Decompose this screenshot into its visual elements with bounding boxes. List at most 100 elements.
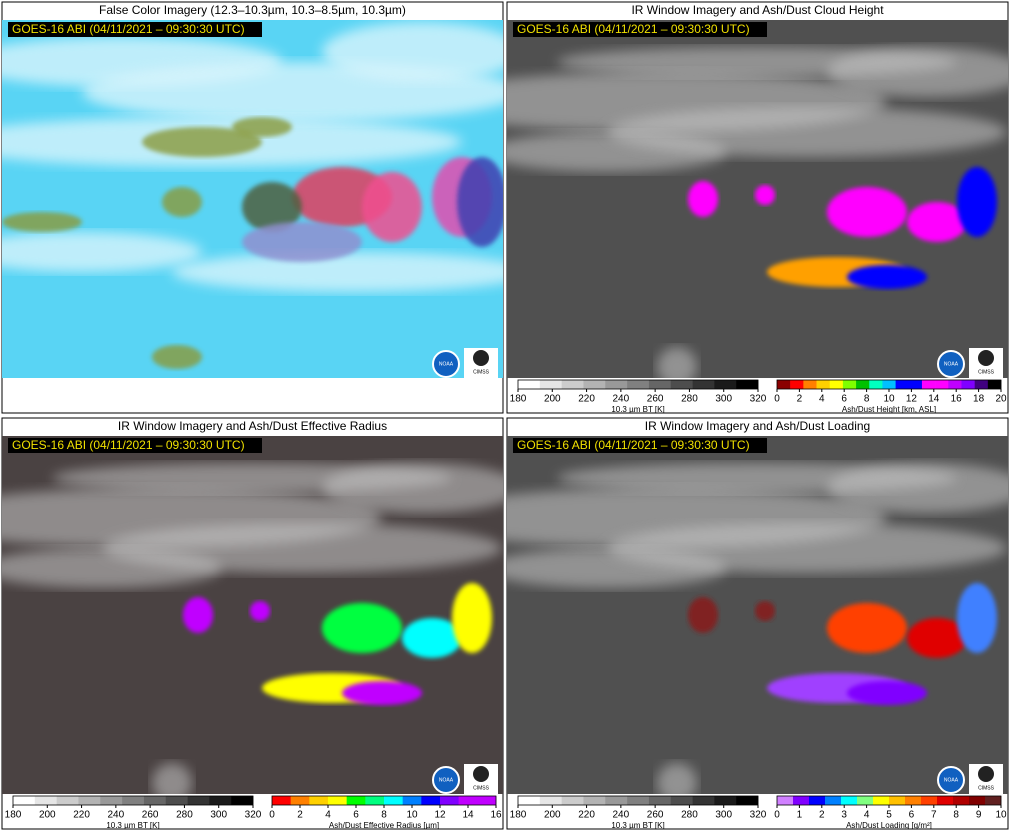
- colorbar-segment: [869, 380, 883, 389]
- cloud: [183, 597, 213, 633]
- cloud: [907, 618, 967, 658]
- colorbar-segment: [953, 796, 970, 805]
- cloud: [322, 22, 503, 82]
- colorbar-segment: [895, 380, 910, 389]
- colorbar-tick-label: 14: [462, 810, 474, 821]
- cimss-mark: [978, 350, 994, 366]
- colorbar-tick-label: 12: [434, 810, 446, 821]
- colorbar-segment: [905, 796, 922, 805]
- colorbar-tick-label: 220: [73, 810, 90, 821]
- colorbar-tick-label: 8: [953, 810, 959, 821]
- colorbar-tick-label: 260: [142, 810, 159, 821]
- cimss-mark: [978, 766, 994, 782]
- cloud: [607, 523, 1007, 573]
- colorbar-segment: [561, 380, 584, 389]
- colorbar-tick-label: 280: [176, 810, 193, 821]
- colorbar-segment: [714, 796, 737, 805]
- colorbar-segment: [272, 796, 291, 805]
- colorbar-segment: [803, 380, 817, 389]
- colorbar-tick-label: 1: [797, 810, 803, 821]
- colorbar-tick-label: 12: [906, 394, 918, 405]
- colorbar-segment: [78, 796, 101, 805]
- colorbar-tick-label: 10: [406, 810, 418, 821]
- colorbar-tick-label: 320: [245, 810, 262, 821]
- cloud: [688, 181, 718, 217]
- colorbar-segment: [209, 796, 232, 805]
- cloud: [142, 127, 262, 157]
- cloud: [152, 345, 202, 369]
- cloud: [242, 182, 302, 232]
- cloud: [342, 681, 422, 705]
- colorbar-tick-label: 300: [715, 810, 732, 821]
- colorbar-segment: [809, 796, 826, 805]
- cloud: [827, 187, 907, 237]
- colorbar-tick-label: 14: [928, 394, 940, 405]
- colorbar-tick-label: 2: [297, 810, 303, 821]
- colorbar-tick-label: 8: [864, 394, 870, 405]
- colorbar-segment: [908, 380, 923, 389]
- colorbar-tick-label: 3: [841, 810, 847, 821]
- colorbar-segment: [692, 380, 715, 389]
- colorbar-segment: [518, 380, 541, 389]
- colorbar-segment: [969, 796, 986, 805]
- colorbar-segment: [856, 380, 870, 389]
- colorbar-tick-label: 4: [819, 394, 825, 405]
- cloud: [755, 601, 775, 621]
- colorbar-segment: [627, 380, 650, 389]
- colorbar-tick-label: 5: [886, 810, 892, 821]
- cloud: [322, 603, 402, 653]
- colorbar-tick-label: 200: [39, 810, 56, 821]
- colorbar-segment: [458, 796, 478, 805]
- colorbar-segment: [56, 796, 79, 805]
- cimss-mark: [473, 766, 489, 782]
- colorbar-segment: [777, 796, 794, 805]
- colorbar-segment: [670, 380, 693, 389]
- colorbar-segment: [309, 796, 329, 805]
- noaa-logo: [937, 766, 965, 794]
- cloud: [2, 212, 82, 232]
- colorbar-tick-label: 20: [995, 394, 1007, 405]
- colorbar-segment: [816, 380, 831, 389]
- colorbar-frame: [517, 795, 759, 806]
- colorbar-segment: [714, 380, 737, 389]
- timestamp: GOES-16 ABI (04/11/2021 – 09:30:30 UTC): [12, 22, 245, 36]
- colorbar-tick-label: 10: [995, 810, 1007, 821]
- imagery: [2, 436, 503, 794]
- panel-title: IR Window Imagery and Ash/Dust Cloud Hei…: [631, 3, 884, 17]
- colorbar-segment: [648, 380, 672, 389]
- noaa-label: NOAA: [439, 361, 454, 367]
- colorbar-segment: [539, 796, 562, 805]
- cloud: [557, 463, 957, 493]
- timestamp: GOES-16 ABI (04/11/2021 – 09:30:30 UTC): [12, 438, 245, 452]
- panel-title: IR Window Imagery and Ash/Dust Loading: [645, 419, 870, 433]
- colorbar-tick-label: 2: [819, 810, 825, 821]
- cimss-label: CIMSS: [978, 369, 995, 375]
- colorbar-segment: [402, 796, 422, 805]
- timestamp-box: [513, 22, 767, 37]
- colorbar-segment: [605, 796, 628, 805]
- cloud: [102, 523, 502, 573]
- colorbar-tick-label: 280: [681, 810, 698, 821]
- colorbar-segment: [583, 796, 606, 805]
- panel: IR Window Imagery and Ash/Dust Loading GO…: [506, 417, 1009, 830]
- cloud: [52, 463, 452, 493]
- colorbar-tick-label: 10: [883, 394, 895, 405]
- timestamp: GOES-16 ABI (04/11/2021 – 09:30:30 UTC): [517, 22, 750, 36]
- colorbar-segment: [974, 380, 989, 389]
- colorbar-segment: [518, 796, 541, 805]
- cloud: [557, 47, 957, 77]
- cloud: [2, 232, 202, 272]
- colorbar-tick-label: 180: [510, 394, 527, 405]
- imagery: [507, 20, 1008, 378]
- colorbar-tick-label: 4: [325, 810, 331, 821]
- colorbar-tick-label: 300: [210, 810, 227, 821]
- cloud: [907, 202, 967, 242]
- colorbar-segment: [231, 796, 254, 805]
- colorbar-segment: [825, 796, 842, 805]
- colorbar-label: Ash/Dust Effective Radius [µm]: [329, 821, 439, 830]
- colorbar-label: 10.3 µm BT [K]: [611, 405, 664, 414]
- cloud: [452, 583, 492, 653]
- colorbar-tick-label: 16: [490, 810, 502, 821]
- colorbar-tick-label: 300: [715, 394, 732, 405]
- colorbar-segment: [539, 380, 562, 389]
